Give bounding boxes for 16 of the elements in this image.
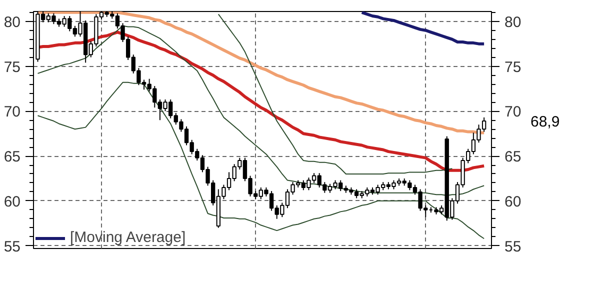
- y2-tick-label: 70: [504, 104, 522, 121]
- y-tick-label: 75: [4, 58, 21, 76]
- y-tick-label: 70: [4, 104, 21, 121]
- y-tick-label: 65: [4, 148, 21, 166]
- y-tick-label: 80: [4, 14, 21, 31]
- legend-label: [Moving Average]: [70, 229, 186, 246]
- y-tick-label: 55: [4, 238, 21, 256]
- line-series: [360, 12, 486, 46]
- y2-tick-label: 80: [504, 14, 522, 31]
- y-tick-label: 60: [4, 193, 21, 210]
- y2-tick-label: 65: [504, 148, 522, 166]
- y2-tick-label: 60: [504, 193, 522, 210]
- y2-tick-label: 55: [504, 238, 522, 256]
- y2-tick-label: 75: [504, 58, 522, 76]
- line-series: [218, 14, 453, 174]
- text: 68,9: [530, 114, 560, 131]
